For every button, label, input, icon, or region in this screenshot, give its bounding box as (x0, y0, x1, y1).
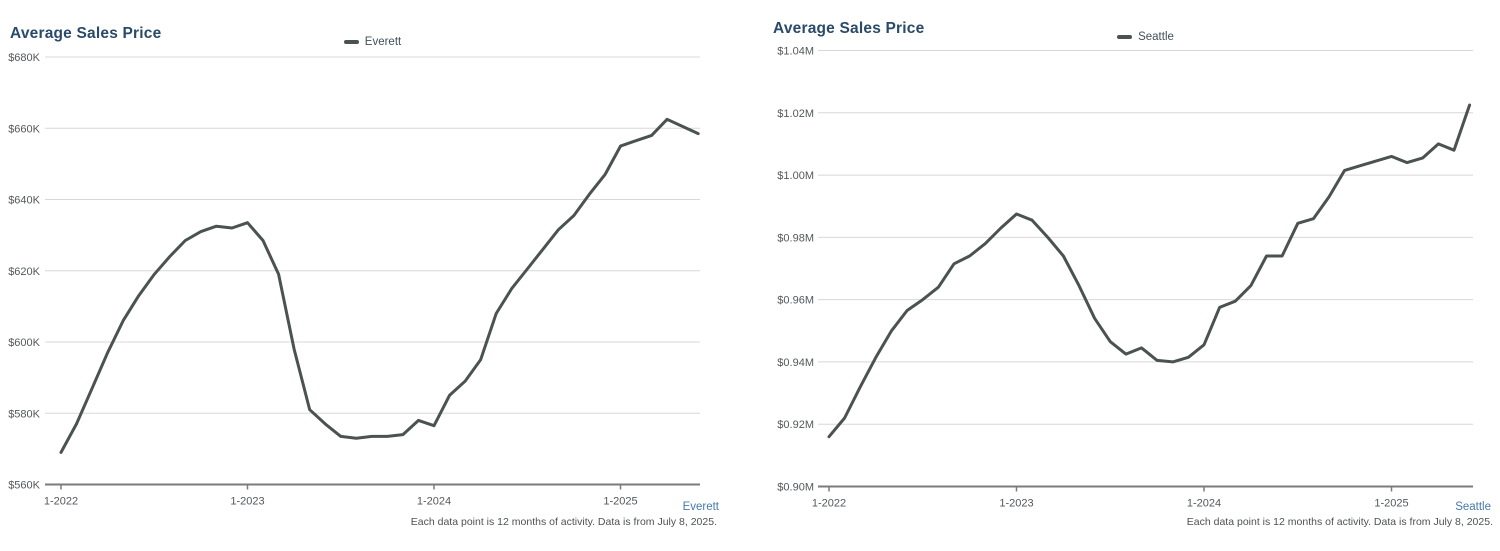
y-tick-label: $680K (8, 52, 40, 64)
chart-footnote: Each data point is 12 months of activity… (1186, 516, 1493, 528)
legend-item-seattle[interactable]: Seattle (818, 31, 1473, 43)
y-tick-label: $640K (8, 195, 40, 207)
seattle-sales-price-line-chart: $1.04M $1.02M $1.00M $0.98M $0.96M $0.94M $0.9… (777, 46, 1473, 510)
chart-title: Average Sales Price (10, 24, 162, 42)
y-tick-label: $660K (8, 123, 40, 135)
x-tick-label: 1-2025 (603, 496, 637, 508)
y-tick-label: $0.92M (777, 419, 814, 431)
seattle-region-link[interactable]: Seattle (1455, 501, 1491, 513)
x-tick-label: 1-2023 (999, 498, 1033, 510)
y-tick-label: $0.96M (777, 295, 814, 307)
y-tick-label: $1.04M (777, 46, 814, 58)
x-tick-label: 1-2025 (1374, 498, 1408, 510)
everett-price-line (59, 117, 700, 454)
y-tick-label: $1.00M (777, 170, 814, 182)
x-tick-label: 1-2024 (417, 496, 451, 508)
y-tick-label: $0.90M (777, 482, 814, 494)
legend-label: Seattle (1138, 31, 1174, 43)
x-tick-label: 1-2022 (44, 496, 78, 508)
legend-line-swatch-icon (1117, 35, 1133, 39)
y-tick-label: $600K (8, 337, 40, 349)
y-tick-label: $560K (8, 480, 40, 492)
x-tick-label: 1-2022 (812, 498, 846, 510)
y-tick-label: $0.98M (777, 232, 814, 244)
seattle-chart-panel: Average Sales Price Seattle $1.04M $1.02M… (750, 0, 1500, 551)
chart-footnote: Each data point is 12 months of activity… (410, 516, 717, 528)
everett-chart-panel: Average Sales Price Everett $680K $660K $6… (8, 24, 719, 528)
chart-title: Average Sales Price (773, 19, 925, 37)
y-tick-label: $1.02M (777, 108, 814, 120)
x-tick-label: 1-2023 (230, 496, 264, 508)
legend-item-everett[interactable]: Everett (45, 36, 700, 48)
legend-label: Everett (364, 36, 402, 48)
seattle-price-line (827, 103, 1472, 439)
y-tick-label: $580K (8, 408, 40, 420)
legend-line-swatch-icon (343, 40, 359, 44)
everett-sales-price-line-chart: $680K $660K $640K $620K $600K $580K $560K 1-202… (8, 52, 700, 508)
y-tick-label: $620K (8, 266, 40, 278)
x-tick-label: 1-2024 (1187, 498, 1221, 510)
everett-region-link[interactable]: Everett (682, 501, 719, 513)
y-tick-label: $0.94M (777, 357, 814, 369)
